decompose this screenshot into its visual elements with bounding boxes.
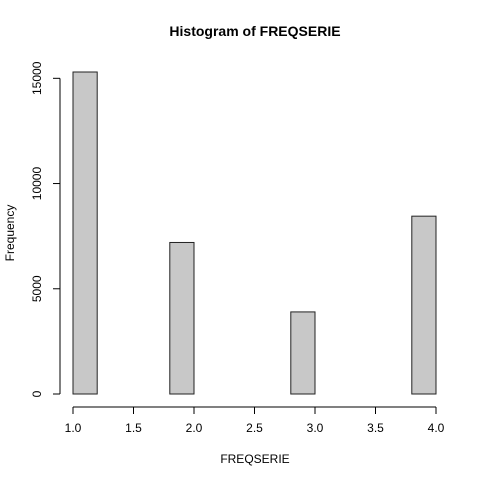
chart-title: Histogram of FREQSERIE bbox=[169, 23, 340, 39]
y-tick-label: 10000 bbox=[30, 167, 44, 201]
x-tick-label: 3.0 bbox=[307, 421, 324, 435]
histogram-bar bbox=[169, 241, 195, 395]
histogram-bar bbox=[290, 311, 316, 395]
x-tick-label: 3.5 bbox=[367, 421, 384, 435]
x-tick-label: 2.0 bbox=[186, 421, 203, 435]
x-tick-label: 1.5 bbox=[125, 421, 142, 435]
y-tick-label: 15000 bbox=[30, 61, 44, 95]
y-tick-label: 0 bbox=[30, 390, 44, 397]
x-tick-label: 1.0 bbox=[65, 421, 82, 435]
y-axis: 0 5000 10000 15000 bbox=[30, 61, 61, 397]
histogram-bar bbox=[411, 215, 437, 395]
y-axis-label: Frequency bbox=[3, 205, 17, 262]
y-tick-label: 5000 bbox=[30, 275, 44, 302]
bars-group bbox=[72, 71, 437, 395]
x-tick-label: 4.0 bbox=[428, 421, 445, 435]
x-tick-label: 2.5 bbox=[246, 421, 263, 435]
x-axis-label: FREQSERIE bbox=[220, 452, 289, 466]
x-axis: 1.0 1.5 2.0 2.5 3.0 3.5 4.0 bbox=[65, 406, 445, 435]
histogram-bar bbox=[72, 71, 98, 395]
